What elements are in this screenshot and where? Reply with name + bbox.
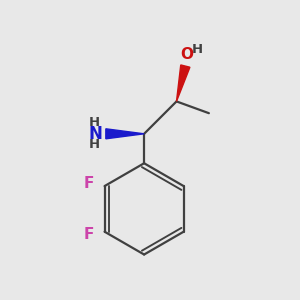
Text: F: F [83,226,94,242]
Text: H: H [88,116,100,129]
Text: F: F [83,176,94,191]
Text: H: H [88,139,100,152]
Text: H: H [191,43,203,56]
Text: O: O [180,47,193,62]
Polygon shape [106,129,144,139]
Text: N: N [88,125,103,143]
Polygon shape [176,65,190,101]
